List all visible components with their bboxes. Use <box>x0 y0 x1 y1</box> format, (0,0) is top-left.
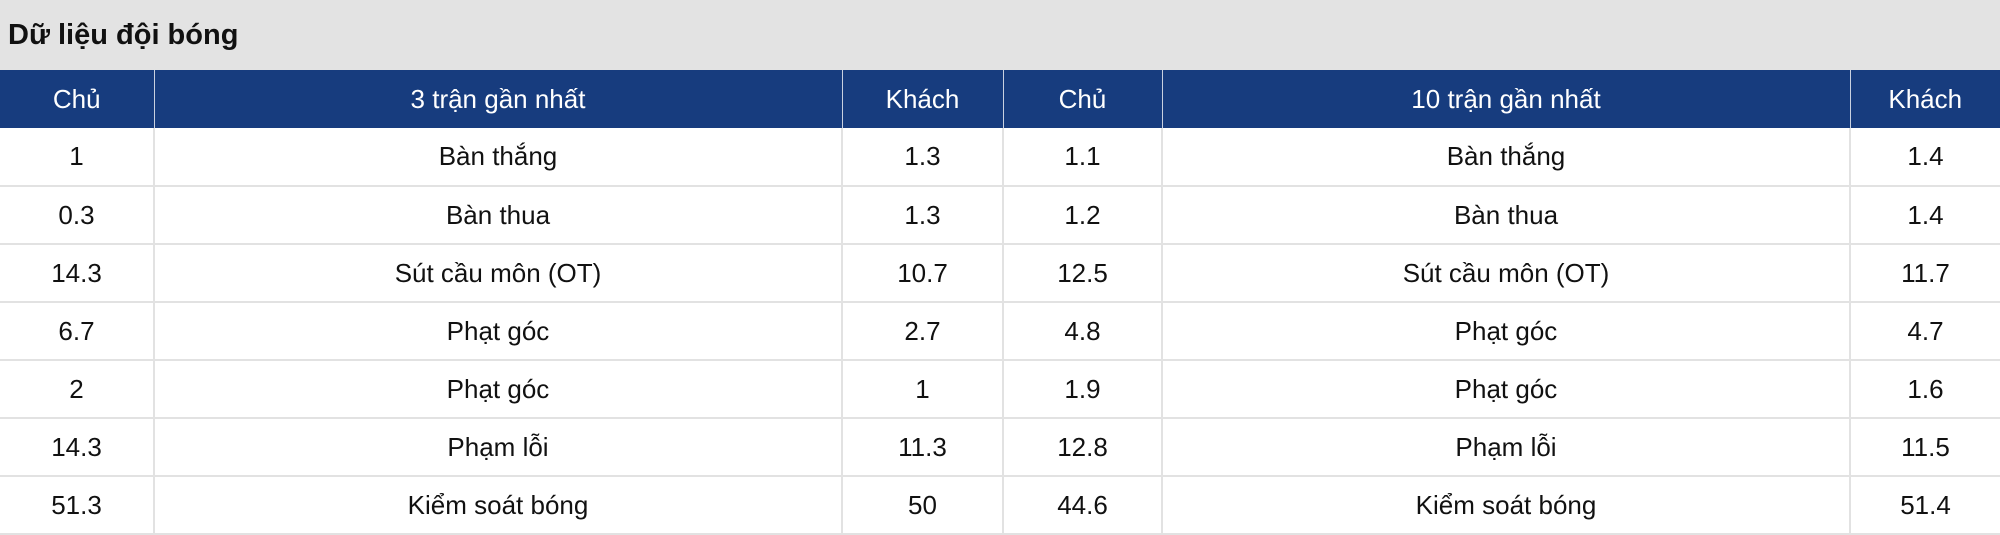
cell-stat-10: Phạm lỗi <box>1161 418 1850 477</box>
cell-stat-3: Kiểm soát bóng <box>153 476 842 535</box>
cell-away-3: 1 <box>841 360 1003 419</box>
section-header: Dữ liệu đội bóng <box>0 0 2000 70</box>
cell-stat-3: Bàn thắng <box>153 128 842 187</box>
header-row: Chủ 3 trận gần nhất Khách Chủ 10 trận gần nh… <box>0 70 2000 128</box>
cell-stat-3: Phạm lỗi <box>153 418 842 477</box>
cell-home-10: 1.2 <box>1002 186 1162 245</box>
cell-away-3: 11.3 <box>841 418 1003 477</box>
cell-home-10: 1.1 <box>1002 128 1162 187</box>
cell-stat-3: Bàn thua <box>153 186 842 245</box>
cell-home-10: 44.6 <box>1002 476 1162 535</box>
cell-stat-10: Kiểm soát bóng <box>1161 476 1850 535</box>
cell-stat-10: Bàn thua <box>1161 186 1850 245</box>
cell-stat-3: Phạt góc <box>153 360 842 419</box>
cell-home-10: 4.8 <box>1002 302 1162 361</box>
column-header-home-3: Chủ <box>0 70 154 128</box>
table-row: 51.3 Kiểm soát bóng 50 44.6 Kiểm soát bóng 51… <box>0 476 2000 535</box>
cell-home-10: 1.9 <box>1002 360 1162 419</box>
cell-home-3: 14.3 <box>0 244 154 303</box>
cell-away-3: 2.7 <box>841 302 1003 361</box>
cell-away-10: 1.4 <box>1849 186 2000 245</box>
cell-away-10: 1.4 <box>1849 128 2000 187</box>
column-header-away-3: Khách <box>841 70 1003 128</box>
table-row: 1 Bàn thắng 1.3 1.1 Bàn thắng 1.4 <box>0 128 2000 187</box>
cell-home-10: 12.8 <box>1002 418 1162 477</box>
cell-home-3: 6.7 <box>0 302 154 361</box>
column-header-stat-10: 10 trận gần nhất <box>1161 70 1850 128</box>
cell-away-3: 1.3 <box>841 186 1003 245</box>
cell-away-3: 50 <box>841 476 1003 535</box>
cell-stat-10: Phạt góc <box>1161 360 1850 419</box>
cell-home-3: 14.3 <box>0 418 154 477</box>
column-header-away-10: Khách <box>1849 70 2000 128</box>
cell-stat-3: Phạt góc <box>153 302 842 361</box>
cell-home-3: 1 <box>0 128 154 187</box>
cell-away-3: 10.7 <box>841 244 1003 303</box>
table-row: 0.3 Bàn thua 1.3 1.2 Bàn thua 1.4 <box>0 186 2000 245</box>
cell-stat-10: Sút cầu môn (OT) <box>1161 244 1850 303</box>
column-header-stat-3: 3 trận gần nhất <box>153 70 842 128</box>
cell-away-10: 51.4 <box>1849 476 2000 535</box>
cell-home-10: 12.5 <box>1002 244 1162 303</box>
section-title: Dữ liệu đội bóng <box>8 18 239 51</box>
cell-home-3: 2 <box>0 360 154 419</box>
table-row: 14.3 Sút cầu môn (OT) 10.7 12.5 Sút cầu môn … <box>0 244 2000 303</box>
table-row: 2 Phạt góc 1 1.9 Phạt góc 1.6 <box>0 360 2000 419</box>
column-header-home-10: Chủ <box>1002 70 1162 128</box>
table-row: 14.3 Phạm lỗi 11.3 12.8 Phạm lỗi 11.5 <box>0 418 2000 477</box>
cell-away-3: 1.3 <box>841 128 1003 187</box>
cell-home-3: 51.3 <box>0 476 154 535</box>
cell-away-10: 4.7 <box>1849 302 2000 361</box>
team-stats-table: Chủ 3 trận gần nhất Khách Chủ 10 trận gần nh… <box>0 70 2000 535</box>
cell-away-10: 11.7 <box>1849 244 2000 303</box>
table-row: 6.7 Phạt góc 2.7 4.8 Phạt góc 4.7 <box>0 302 2000 361</box>
cell-stat-10: Phạt góc <box>1161 302 1850 361</box>
cell-stat-3: Sút cầu môn (OT) <box>153 244 842 303</box>
cell-home-3: 0.3 <box>0 186 154 245</box>
cell-away-10: 1.6 <box>1849 360 2000 419</box>
cell-away-10: 11.5 <box>1849 418 2000 477</box>
cell-stat-10: Bàn thắng <box>1161 128 1850 187</box>
